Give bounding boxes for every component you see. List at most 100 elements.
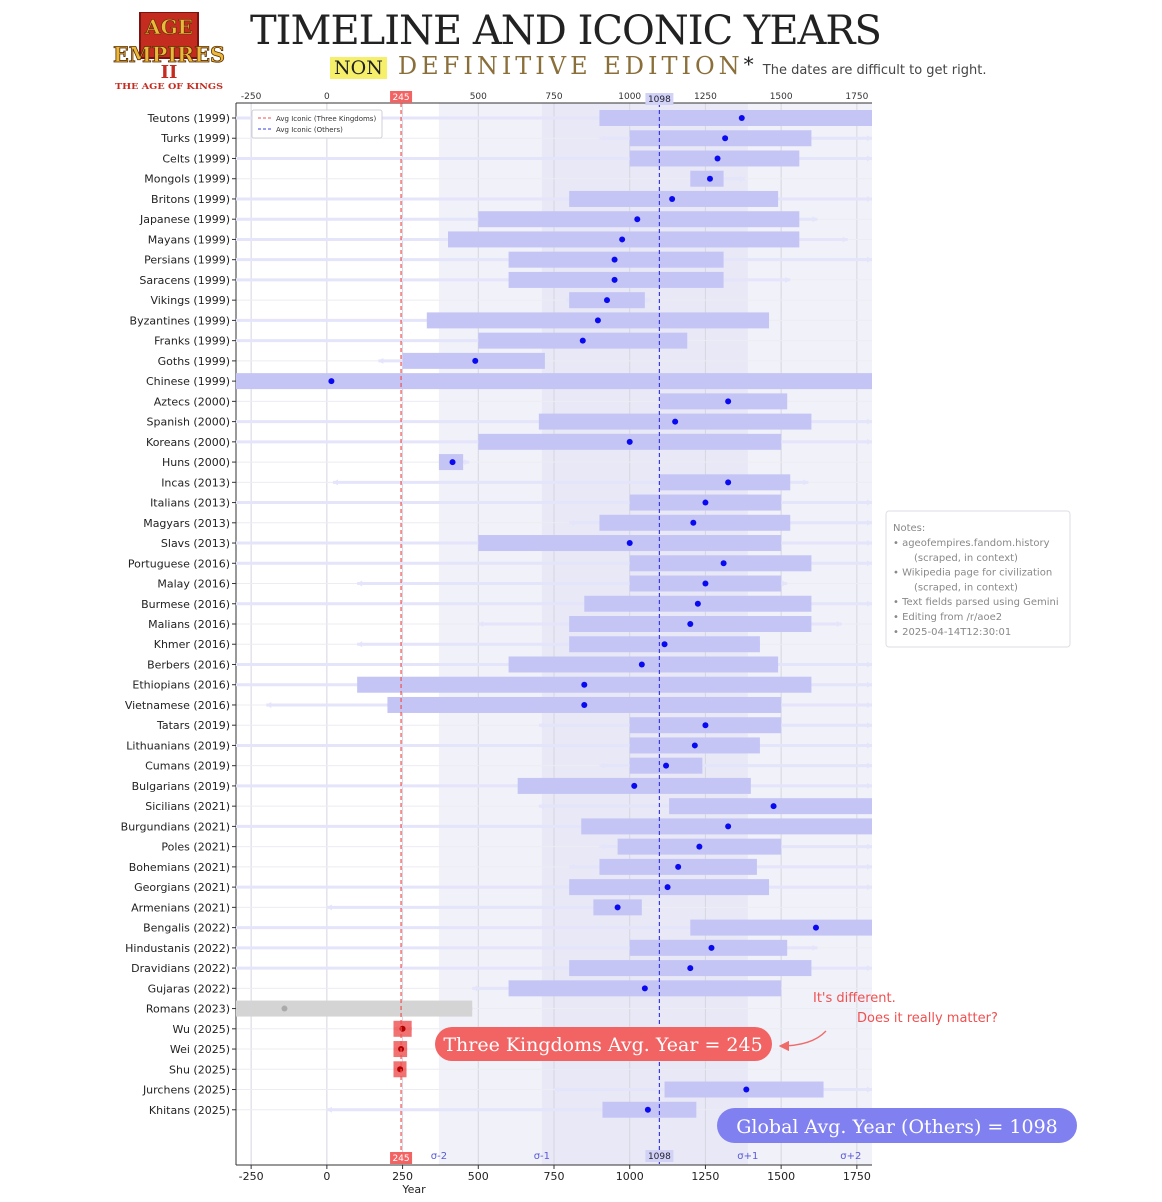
avg-badge-three-kingdoms-bottom-bg bbox=[390, 1152, 413, 1164]
civilization-label: Wu (2025) bbox=[172, 1023, 230, 1036]
subtitle-asterisk: * bbox=[743, 52, 754, 76]
whisker-arrow-left bbox=[357, 641, 363, 648]
civilization-label: Burmese (2016) bbox=[141, 598, 230, 611]
civilization-label: Georgians (2021) bbox=[134, 881, 230, 894]
whisker-arrow-left bbox=[538, 803, 544, 810]
logo-text-age: AGE bbox=[144, 15, 193, 39]
x-tick-label: 1250 bbox=[691, 1170, 719, 1183]
whisker-arrow-right bbox=[812, 216, 818, 223]
avg-badge-three-kingdoms-top: 245 bbox=[392, 93, 409, 103]
iconic-year-dot bbox=[611, 276, 618, 283]
civilization-label: Huns (2000) bbox=[162, 456, 230, 469]
whisker-arrow-right bbox=[867, 782, 872, 789]
whisker-arrow-right bbox=[867, 1086, 872, 1093]
civilization-range-bar bbox=[629, 555, 812, 572]
civilization-range-bar bbox=[236, 1000, 473, 1017]
civilization-label: Jurchens (2025) bbox=[142, 1084, 230, 1097]
iconic-year-dot bbox=[626, 438, 633, 445]
iconic-year-dot bbox=[661, 641, 668, 648]
whisker-arrow-right bbox=[867, 438, 872, 445]
civilization-label: Vikings (1999) bbox=[150, 294, 230, 307]
top-tick-label: 1250 bbox=[694, 92, 717, 102]
iconic-year-dot bbox=[706, 175, 713, 182]
iconic-year-dot bbox=[696, 843, 703, 850]
whisker-arrow-left bbox=[599, 762, 605, 769]
aoe2-logo: AGE EMPIRES II THE AGE OF KINGS bbox=[113, 12, 225, 91]
whisker-arrow-right bbox=[812, 944, 818, 951]
iconic-year-dot bbox=[725, 398, 732, 405]
sigma-label: σ+2 bbox=[840, 1151, 861, 1162]
civilization-label: Italians (2013) bbox=[150, 497, 230, 510]
iconic-year-dot bbox=[702, 722, 709, 729]
iconic-year-dot bbox=[644, 1106, 651, 1113]
civilization-range-bar bbox=[629, 130, 812, 147]
civilization-range-bar bbox=[629, 150, 800, 167]
iconic-year-dot bbox=[702, 580, 709, 587]
notes-line: (scraped, in context) bbox=[914, 553, 1018, 564]
legend-label-others: Avg Iconic (Others) bbox=[276, 126, 343, 134]
whisker-arrow-left bbox=[569, 863, 575, 870]
top-tick-label: 1750 bbox=[845, 92, 868, 102]
whisker-arrow-left bbox=[599, 135, 605, 142]
logo-text-empires: EMPIRES bbox=[113, 42, 225, 67]
civilization-label: Bulgarians (2019) bbox=[132, 780, 230, 793]
civilization-label: Aztecs (2000) bbox=[154, 395, 230, 408]
annotation-line-2: Does it really matter? bbox=[857, 1011, 998, 1026]
whisker-arrow-left bbox=[472, 985, 478, 992]
civilization-label: Franks (1999) bbox=[154, 335, 230, 348]
legend-label-three-kingdoms: Avg Iconic (Three Kingdoms) bbox=[276, 115, 376, 123]
iconic-year-dot bbox=[619, 236, 626, 243]
iconic-year-dot bbox=[663, 762, 670, 769]
civilization-label: Magyars (2013) bbox=[143, 517, 230, 530]
avg-badge-others-top: 1098 bbox=[648, 95, 671, 105]
civilization-label: Lithuanians (2019) bbox=[126, 739, 230, 752]
x-tick-label: 500 bbox=[468, 1170, 489, 1183]
sigma-label: σ-2 bbox=[431, 1151, 447, 1162]
whisker-arrow-right bbox=[867, 722, 872, 729]
iconic-year-dot bbox=[720, 560, 727, 567]
iconic-year-dot bbox=[581, 701, 588, 708]
iconic-year-dot bbox=[691, 742, 698, 749]
civilization-label: Incas (2013) bbox=[161, 476, 230, 489]
iconic-year-dot bbox=[664, 884, 671, 891]
civilization-label: Dravidians (2022) bbox=[131, 962, 230, 975]
x-tick-label: 0 bbox=[323, 1170, 330, 1183]
notes-line: • 2025-04-14T12:30:01 bbox=[893, 627, 1011, 638]
whisker-arrow-right bbox=[867, 701, 872, 708]
sigma-label: σ+1 bbox=[737, 1151, 758, 1162]
iconic-year-dot bbox=[669, 195, 676, 202]
whisker-arrow-right bbox=[867, 560, 872, 567]
iconic-year-dot bbox=[812, 924, 819, 931]
whisker-arrow-right bbox=[867, 195, 872, 202]
top-tick-label: 0 bbox=[324, 92, 330, 102]
civilization-range-bar bbox=[629, 939, 788, 956]
whisker-arrow-right bbox=[867, 843, 872, 850]
civilization-label: Spanish (2000) bbox=[146, 416, 230, 429]
iconic-year-dot bbox=[687, 965, 694, 972]
iconic-year-dot bbox=[770, 803, 777, 810]
x-tick-label: 1750 bbox=[843, 1170, 871, 1183]
civilization-label: Chinese (1999) bbox=[146, 375, 230, 388]
top-tick-label: 750 bbox=[545, 92, 562, 102]
subtitle-edition: DEFINITIVE EDITION bbox=[397, 52, 744, 80]
notes-line: (scraped, in context) bbox=[914, 582, 1018, 593]
whisker-arrow-right bbox=[867, 256, 872, 263]
whisker-arrow-right bbox=[867, 155, 872, 162]
notes-box-frame bbox=[885, 510, 1071, 648]
notes-line: • ageofempires.fandom.history bbox=[893, 538, 1050, 549]
civilization-range-bar bbox=[599, 110, 872, 126]
notes-box: Notes: • ageofempires.fandom.history (scra… bbox=[885, 510, 1071, 648]
whisker-arrow-left bbox=[332, 479, 338, 486]
callout-global-bg bbox=[717, 1108, 1077, 1143]
whisker-arrow-left bbox=[326, 904, 332, 911]
civilization-label: Vietnamese (2016) bbox=[125, 699, 230, 712]
legend-box bbox=[251, 109, 383, 139]
top-tick-label: 1500 bbox=[770, 92, 793, 102]
notes-line: • Text fields parsed using Gemini bbox=[893, 597, 1059, 608]
civilization-label: Mongols (1999) bbox=[144, 173, 230, 186]
subtitle-non-highlight: NON bbox=[330, 57, 387, 79]
whisker-arrow-left bbox=[326, 1106, 332, 1113]
iconic-year-dot bbox=[687, 621, 694, 627]
iconic-year-dot bbox=[743, 1086, 750, 1093]
civilization-label: Portuguese (2016) bbox=[128, 557, 230, 570]
